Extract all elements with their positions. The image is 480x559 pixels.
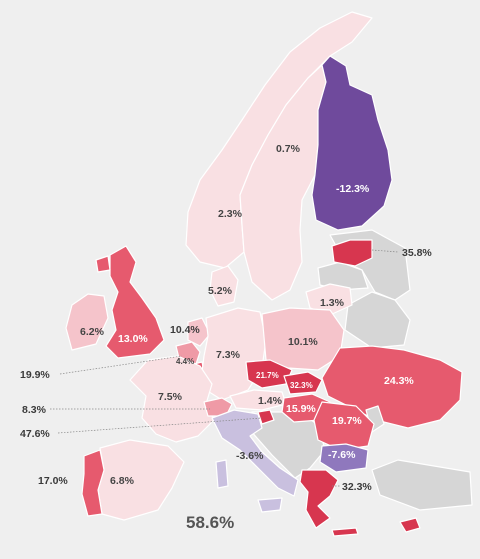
lithuania-region: [305, 283, 353, 316]
leader-slovenia: [57, 417, 263, 434]
leader-estonia: [371, 249, 399, 253]
label-estonia: 35.8%: [402, 247, 432, 259]
slovakia-region: [283, 371, 323, 395]
sardinia-region: [215, 459, 229, 489]
label-cyprus: 58.6%: [186, 513, 234, 532]
belarus-region: [344, 291, 411, 349]
label-luxembourg: 4.4%: [176, 357, 194, 366]
label-denmark: 5.2%: [208, 285, 233, 297]
slovenia-region: [257, 409, 275, 425]
label-italy: -3.6%: [236, 450, 264, 462]
label-france: 7.5%: [158, 391, 183, 403]
label-slovenia: 47.6%: [20, 428, 50, 440]
ireland-region: [65, 293, 109, 351]
united-kingdom-region: [105, 245, 165, 359]
label-finland: -12.3%: [336, 183, 370, 195]
label-ireland: 6.2%: [80, 326, 105, 338]
label-austria: 1.4%: [258, 395, 283, 407]
sicily-region: [257, 497, 283, 513]
label-poland: 10.1%: [288, 336, 318, 348]
crete-region: [331, 527, 359, 537]
label-belgium: 19.9%: [20, 369, 50, 381]
label-norway: 2.3%: [218, 208, 243, 220]
label-germany: 7.3%: [216, 349, 241, 361]
portugal-region: [81, 449, 105, 517]
switzerland-region: [203, 397, 233, 417]
leader-belgium: [59, 355, 183, 375]
cyprus-region: [399, 517, 421, 533]
label-netherlands: 10.4%: [170, 324, 200, 336]
label-bulgaria: -7.6%: [328, 449, 356, 461]
label-czechia: 21.7%: [256, 371, 279, 380]
label-ukraine: 24.3%: [384, 375, 414, 387]
label-portugal: 17.0%: [38, 475, 68, 487]
finland-region: [311, 55, 393, 231]
label-hungary: 15.9%: [286, 403, 316, 415]
label-united-kingdom: 13.0%: [118, 333, 148, 345]
estonia-region: [331, 239, 373, 267]
label-greece: 32.3%: [342, 481, 372, 493]
turkey-region: [371, 459, 473, 511]
czechia-region: [245, 359, 293, 389]
label-slovakia: 32.3%: [290, 381, 313, 390]
france-region: [129, 355, 215, 443]
bulgaria-region: [319, 443, 369, 473]
label-switzerland: 8.3%: [22, 404, 47, 416]
denmark-region: [209, 265, 239, 307]
label-sweden: 0.7%: [276, 143, 301, 155]
label-romania: 19.7%: [332, 415, 362, 427]
label-lithuania: 1.3%: [320, 297, 345, 309]
label-spain: 6.8%: [110, 475, 135, 487]
scotland-isles-region: [95, 255, 111, 273]
italy-region: [211, 409, 299, 497]
netherlands-region: [187, 317, 211, 347]
greece-region: [299, 469, 339, 529]
